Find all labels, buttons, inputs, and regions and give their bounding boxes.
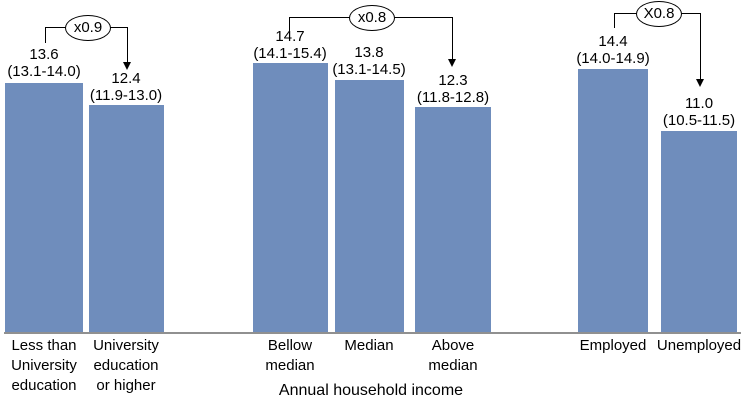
value-annotation: 11.0 (10.5-11.5): [644, 95, 744, 129]
ratio-bubble: X0.8: [636, 1, 682, 27]
arrow-line: [700, 13, 701, 80]
value-annotation: 13.8 (13.1-14.5): [314, 44, 424, 78]
bar-unemployed: [661, 131, 737, 333]
arrow-line: [127, 27, 128, 63]
bracket-tick: [45, 27, 46, 43]
ratio-bubble: x0.8: [349, 5, 395, 31]
category-label-bellow-median: Bellow median: [265, 337, 315, 374]
category-label-median: Median: [344, 337, 394, 354]
bracket-tick: [614, 13, 615, 28]
bar-above-median: [415, 107, 491, 333]
bar-median: [335, 80, 404, 333]
value-label: 11.0: [684, 95, 714, 112]
x-axis-line: [4, 332, 741, 334]
category-label-above-median: Above median: [428, 337, 478, 374]
value-label: 12.3: [438, 72, 468, 89]
ratio-bubble: x0.9: [65, 15, 111, 41]
value-label: 14.4: [598, 33, 628, 50]
x-axis-group-title: Annual household income: [278, 382, 464, 399]
bar-bellow-median: [253, 63, 328, 333]
bar-employed: [578, 69, 648, 333]
category-label-less-than-university-education: Less than University education: [11, 337, 77, 394]
down-arrow-icon: [123, 62, 131, 70]
ci-label: (13.1-14.0): [7, 63, 81, 80]
ci-label: (11.9-13.0): [89, 87, 163, 104]
bar-university-education-or-higher: [89, 105, 164, 333]
category-label-unemployed: Unemployed: [656, 337, 742, 354]
value-annotation: 12.4 (11.9-13.0): [71, 70, 181, 104]
ci-label: (14.0-14.9): [576, 50, 650, 67]
bracket-tick: [289, 17, 290, 31]
category-label-employed: Employed: [579, 337, 647, 354]
bar-less-than-university-education: [5, 83, 83, 333]
value-label: 13.8: [354, 44, 384, 61]
value-annotation: 14.7 (14.1-15.4): [235, 28, 345, 62]
ci-label: (11.8-12.8): [416, 89, 490, 106]
ci-label: (10.5-11.5): [662, 112, 736, 129]
value-label: 12.4: [111, 70, 141, 87]
value-annotation: 12.3 (11.8-12.8): [398, 72, 508, 106]
category-label-university-education-or-higher: University education or higher: [93, 337, 159, 394]
value-label: 14.7: [275, 28, 305, 45]
value-annotation: 14.4 (14.0-14.9): [558, 33, 668, 67]
value-label: 13.6: [29, 46, 59, 63]
down-arrow-icon: [696, 79, 704, 87]
ci-label: (14.1-15.4): [253, 45, 327, 62]
down-arrow-icon: [448, 59, 456, 67]
value-annotation: 13.6 (13.1-14.0): [0, 46, 99, 80]
ci-label: (13.1-14.5): [332, 61, 406, 78]
arrow-line: [452, 17, 453, 60]
